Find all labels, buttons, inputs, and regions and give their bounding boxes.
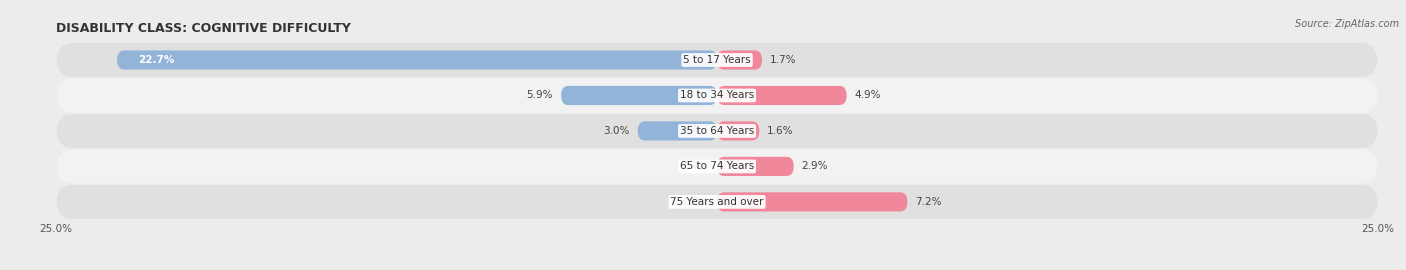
Text: 2.9%: 2.9% xyxy=(801,161,828,171)
FancyBboxPatch shape xyxy=(56,79,1378,113)
Text: 1.7%: 1.7% xyxy=(770,55,796,65)
Text: 22.7%: 22.7% xyxy=(138,55,174,65)
FancyBboxPatch shape xyxy=(638,122,717,140)
FancyBboxPatch shape xyxy=(717,50,762,70)
FancyBboxPatch shape xyxy=(717,192,907,211)
Text: 0.0%: 0.0% xyxy=(683,197,709,207)
Text: 3.0%: 3.0% xyxy=(603,126,630,136)
FancyBboxPatch shape xyxy=(717,122,759,140)
FancyBboxPatch shape xyxy=(56,114,1378,148)
FancyBboxPatch shape xyxy=(56,185,1378,219)
Text: 35 to 64 Years: 35 to 64 Years xyxy=(681,126,754,136)
Text: 0.0%: 0.0% xyxy=(683,161,709,171)
FancyBboxPatch shape xyxy=(717,86,846,105)
Text: Source: ZipAtlas.com: Source: ZipAtlas.com xyxy=(1295,19,1399,29)
Text: 1.6%: 1.6% xyxy=(768,126,794,136)
FancyBboxPatch shape xyxy=(56,149,1378,183)
Text: 5 to 17 Years: 5 to 17 Years xyxy=(683,55,751,65)
Text: 5.9%: 5.9% xyxy=(527,90,553,100)
Text: DISABILITY CLASS: COGNITIVE DIFFICULTY: DISABILITY CLASS: COGNITIVE DIFFICULTY xyxy=(56,22,352,35)
Text: 75 Years and over: 75 Years and over xyxy=(671,197,763,207)
Text: 4.9%: 4.9% xyxy=(855,90,882,100)
Text: 18 to 34 Years: 18 to 34 Years xyxy=(681,90,754,100)
Text: 65 to 74 Years: 65 to 74 Years xyxy=(681,161,754,171)
FancyBboxPatch shape xyxy=(117,50,717,70)
FancyBboxPatch shape xyxy=(561,86,717,105)
FancyBboxPatch shape xyxy=(56,43,1378,77)
Text: 7.2%: 7.2% xyxy=(915,197,942,207)
FancyBboxPatch shape xyxy=(717,157,794,176)
